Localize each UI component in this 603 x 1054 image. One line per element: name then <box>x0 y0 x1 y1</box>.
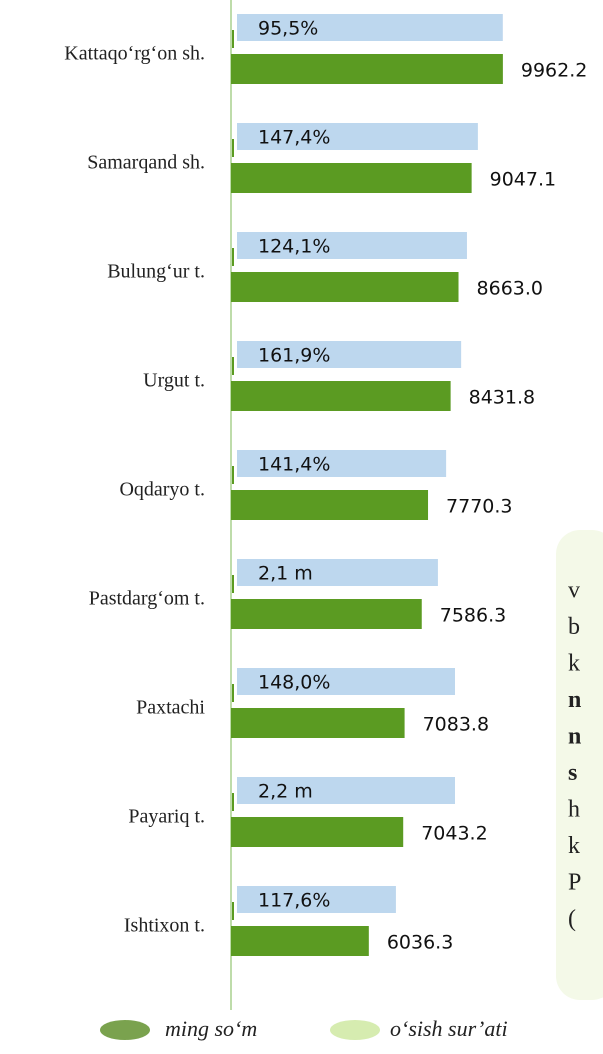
legend-swatch <box>100 1020 150 1040</box>
growth-label: 147,4% <box>258 127 330 149</box>
side-text: b <box>568 614 580 640</box>
side-text: n <box>568 687 581 713</box>
side-text: P <box>568 870 581 896</box>
growth-label: 117,6% <box>258 890 330 912</box>
bar <box>231 163 472 193</box>
bar <box>237 341 462 368</box>
value-label: 7043.2 <box>421 823 487 845</box>
value-label: 8663.0 <box>477 278 543 300</box>
growth-label: 2,1 m <box>258 563 313 585</box>
growth-label: 124,1% <box>258 236 330 258</box>
legend-swatch <box>330 1020 380 1040</box>
bar <box>237 886 396 913</box>
category-label: Bulung‘ur t. <box>107 261 205 283</box>
side-text: k <box>568 833 580 859</box>
category-label: Pastdarg‘om t. <box>89 588 205 610</box>
bar <box>231 490 429 520</box>
side-text: s <box>568 760 577 786</box>
side-text: k <box>568 651 580 677</box>
legend-label: ming so‘m <box>165 1016 257 1041</box>
bar <box>237 232 467 259</box>
category-label: Paxtachi <box>136 697 205 719</box>
side-text: ( <box>568 906 576 932</box>
growth-label: 161,9% <box>258 345 330 367</box>
bar <box>237 450 447 477</box>
value-label: 7770.3 <box>446 496 512 518</box>
side-text: v <box>568 578 580 604</box>
bar <box>231 926 369 956</box>
category-label: Oqdaryo t. <box>119 479 205 501</box>
bar <box>231 272 459 302</box>
growth-label: 95,5% <box>258 18 318 40</box>
bar <box>237 668 455 695</box>
category-label: Ishtixon t. <box>124 915 205 937</box>
category-label: Payariq t. <box>128 806 205 828</box>
side-text: n <box>568 724 581 750</box>
bar <box>231 54 503 84</box>
growth-label: 141,4% <box>258 454 330 476</box>
bar <box>231 599 422 629</box>
value-label: 6036.3 <box>387 932 453 954</box>
bar <box>231 817 404 847</box>
value-label: 9962.2 <box>521 60 587 82</box>
value-label: 7083.8 <box>423 714 489 736</box>
bar <box>237 559 438 586</box>
bar <box>237 123 478 150</box>
category-label: Samarqand sh. <box>87 152 205 174</box>
category-label: Urgut t. <box>143 370 205 392</box>
bar <box>237 14 503 41</box>
value-label: 7586.3 <box>440 605 506 627</box>
value-label: 9047.1 <box>490 169 556 191</box>
growth-label: 148,0% <box>258 672 330 694</box>
value-label: 8431.8 <box>469 387 535 409</box>
bar <box>237 777 455 804</box>
bar <box>231 381 451 411</box>
bar <box>231 708 405 738</box>
category-label: Kattaqo‘rg‘on sh. <box>64 43 205 65</box>
side-text: h <box>568 797 580 823</box>
growth-label: 2,2 m <box>258 781 313 803</box>
legend-label: o‘sish sur’ati <box>390 1016 508 1041</box>
side-box <box>556 530 603 1000</box>
